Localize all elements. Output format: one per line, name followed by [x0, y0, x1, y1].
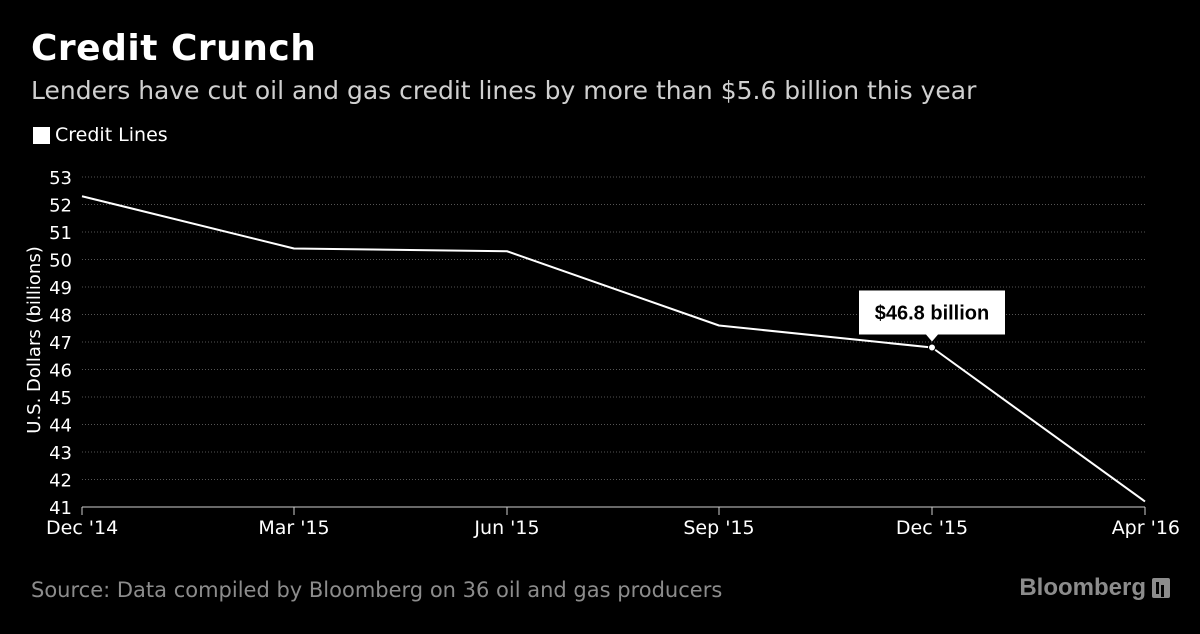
grid-lines	[82, 176, 1145, 480]
axes: 41 42 43 44 45 46 47 48 49 50 51 52 53 Dec '14 Mar '15…	[46, 168, 1180, 539]
y-tick-label: 52	[49, 196, 72, 217]
x-tick-label: Apr '16	[1112, 517, 1180, 539]
y-tick-label: 53	[49, 168, 72, 189]
x-tick-label: Dec '15	[896, 517, 968, 539]
y-tick-label: 49	[49, 278, 72, 299]
series-line	[81, 195, 1146, 503]
annotation-label: $46.8 billion	[875, 303, 989, 325]
annotation-marker	[928, 343, 936, 352]
brand-logo: Bloomberg	[1019, 574, 1170, 602]
annotation-box	[859, 290, 1005, 335]
annotation-pointer	[926, 334, 938, 342]
y-tick-label: 46	[49, 361, 72, 382]
y-tick-label: 41	[49, 498, 72, 519]
y-tick-label: 45	[49, 388, 72, 409]
chart-subtitle: Lenders have cut oil and gas credit line…	[31, 76, 977, 105]
y-tick-label: 50	[49, 251, 72, 272]
x-tick-label: Mar '15	[258, 517, 329, 539]
y-axis-label: U.S. Dollars (billions)	[24, 246, 45, 433]
y-tick-label: 47	[49, 333, 72, 354]
bloomberg-terminal-icon	[1152, 578, 1170, 598]
annotations: $46.8 billion	[859, 290, 1005, 352]
x-tick-label: Jun '15	[473, 517, 539, 539]
x-tick-label: Sep '15	[683, 517, 754, 539]
y-tick-label: 42	[49, 471, 72, 492]
y-tick-label: 43	[49, 443, 72, 464]
chart-title: Credit Crunch	[31, 28, 317, 69]
legend: Credit Lines	[33, 124, 168, 146]
series-layer	[81, 195, 1146, 503]
y-tick-label: 51	[49, 223, 72, 244]
source-note: Source: Data compiled by Bloomberg on 36…	[31, 578, 723, 602]
brand-name: Bloomberg	[1019, 574, 1146, 601]
x-tick-label: Dec '14	[46, 517, 118, 539]
y-tick-label: 48	[49, 306, 72, 327]
legend-swatch	[33, 126, 50, 144]
y-tick-label: 44	[49, 416, 72, 437]
legend-label: Credit Lines	[55, 124, 168, 146]
